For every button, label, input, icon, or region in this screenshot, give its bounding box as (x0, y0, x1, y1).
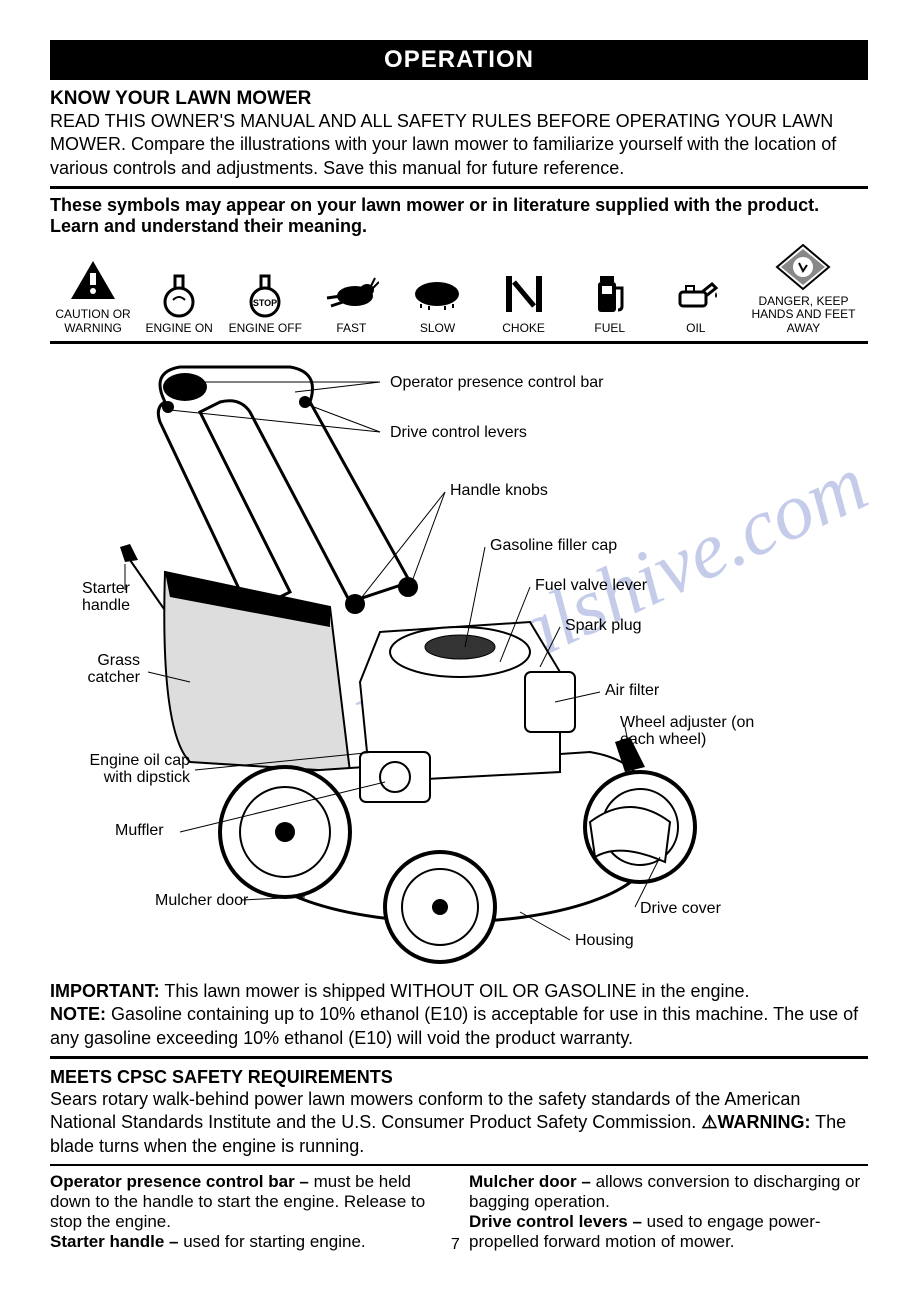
choke-icon (481, 270, 567, 318)
slow-icon (394, 270, 480, 318)
note-prefix: NOTE: (50, 1004, 106, 1024)
symbol-fast: FAST (308, 270, 394, 335)
engine-off-icon: STOP (222, 270, 308, 318)
important-prefix: IMPORTANT: (50, 981, 160, 1001)
control-title: Starter handle – (50, 1232, 179, 1251)
cpsc-text: Sears rotary walk-behind power lawn mowe… (50, 1088, 868, 1158)
label-oil-cap: Engine oil cap with dipstick (70, 752, 190, 787)
cpsc-title: MEETS CPSC SAFETY REQUIREMENTS (50, 1067, 868, 1088)
header-bar: OPERATION (50, 40, 868, 80)
section-title: KNOW YOUR LAWN MOWER (50, 88, 868, 110)
label-housing: Housing (575, 932, 634, 950)
oil-icon (653, 270, 739, 318)
important-text: This lawn mower is shipped WITHOUT OIL O… (160, 981, 750, 1001)
symbol-engine-off: STOP ENGINE OFF (222, 270, 308, 335)
cpsc-warning-prefix: ⚠WARNING: (701, 1112, 810, 1132)
divider (50, 1056, 868, 1059)
label-gas-cap: Gasoline filler cap (490, 537, 617, 555)
symbol-label: ENGINE ON (136, 322, 222, 335)
control-title: Drive control levers – (469, 1212, 642, 1231)
svg-text:STOP: STOP (253, 298, 277, 308)
label-operator-bar: Operator presence control bar (390, 374, 603, 392)
label-starter: Starter handle (75, 580, 130, 615)
label-drive-levers: Drive control levers (390, 424, 527, 442)
label-wheel-adj: Wheel adjuster (on each wheel) (620, 714, 760, 749)
label-fuel-valve: Fuel valve lever (535, 577, 647, 595)
symbol-label: FUEL (567, 322, 653, 335)
fuel-icon (567, 270, 653, 318)
note-text: Gasoline containing up to 10% ethanol (E… (50, 1004, 858, 1047)
label-mulcher-door: Mulcher door (155, 892, 248, 910)
label-grass-catcher: Grass catcher (70, 652, 140, 687)
divider (50, 1164, 868, 1166)
label-spark-plug: Spark plug (565, 617, 642, 635)
label-handle-knobs: Handle knobs (450, 482, 548, 500)
symbol-label: FAST (308, 322, 394, 335)
symbol-label: SLOW (394, 322, 480, 335)
important-note: IMPORTANT: This lawn mower is shipped WI… (50, 980, 868, 1050)
symbols-intro: These symbols may appear on your lawn mo… (50, 195, 868, 237)
label-drive-cover: Drive cover (640, 900, 721, 918)
symbol-danger: DANGER, KEEP HANDS AND FEET AWAY (739, 243, 868, 335)
divider (50, 186, 868, 189)
caution-icon (50, 256, 136, 304)
control-title: Mulcher door – (469, 1172, 591, 1191)
symbol-label: DANGER, KEEP HANDS AND FEET AWAY (739, 295, 868, 335)
divider (50, 341, 868, 344)
symbols-row: CAUTION OR WARNING ENGINE ON STOP ENGINE… (50, 243, 868, 335)
symbol-label: CHOKE (481, 322, 567, 335)
page-number: 7 (451, 1236, 460, 1254)
symbol-label: OIL (653, 322, 739, 335)
controls-right: Mulcher door – allows conversion to disc… (469, 1172, 868, 1252)
controls-columns: Operator presence control bar – must be … (50, 1172, 868, 1252)
engine-on-icon (136, 270, 222, 318)
danger-icon (739, 243, 868, 291)
symbol-oil: OIL (653, 270, 739, 335)
intro-text: READ THIS OWNER'S MANUAL AND ALL SAFETY … (50, 110, 868, 180)
controls-left: Operator presence control bar – must be … (50, 1172, 449, 1252)
control-text: used for starting engine. (179, 1232, 366, 1251)
control-title: Operator presence control bar – (50, 1172, 309, 1191)
symbol-choke: CHOKE (481, 270, 567, 335)
symbol-slow: SLOW (394, 270, 480, 335)
symbol-fuel: FUEL (567, 270, 653, 335)
symbol-label: ENGINE OFF (222, 322, 308, 335)
label-air-filter: Air filter (605, 682, 659, 700)
symbol-label: CAUTION OR WARNING (50, 308, 136, 334)
cpsc-body: Sears rotary walk-behind power lawn mowe… (50, 1089, 800, 1132)
symbol-caution: CAUTION OR WARNING (50, 256, 136, 334)
fast-icon (308, 270, 394, 318)
mower-diagram: manualshive.com (50, 352, 868, 972)
symbol-engine-on: ENGINE ON (136, 270, 222, 335)
label-muffler: Muffler (115, 822, 164, 840)
